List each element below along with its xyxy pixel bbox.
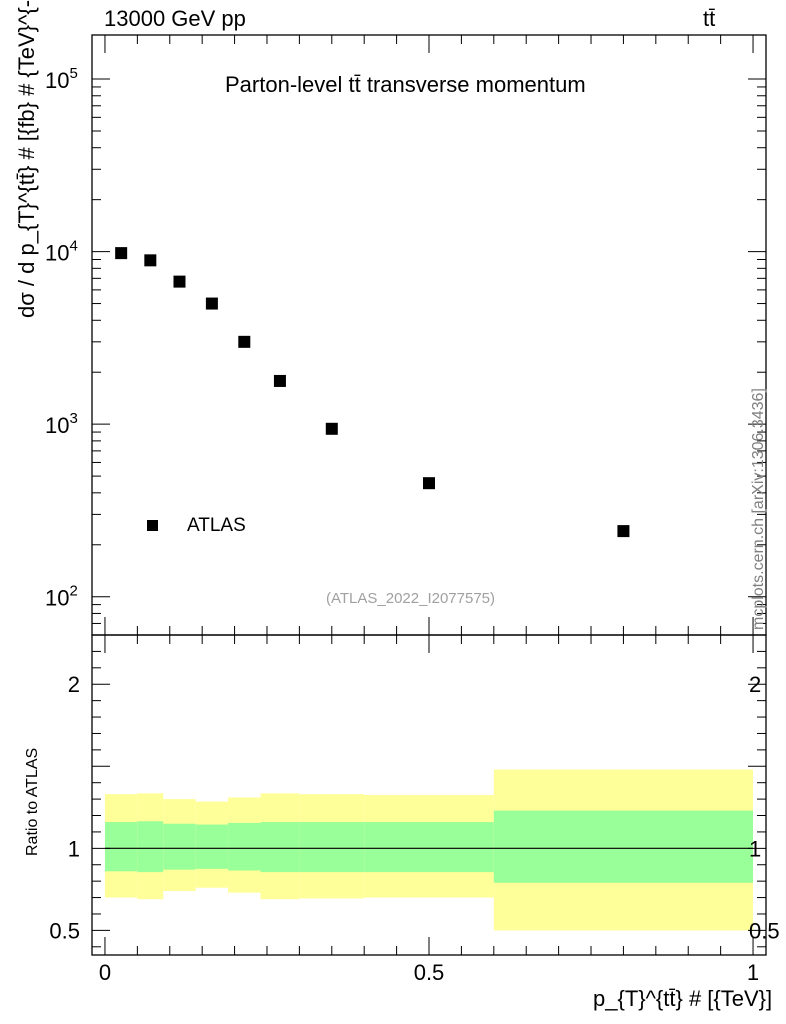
y-tick-label-ratio-right: 2 xyxy=(749,672,761,697)
y-tick-label-ratio-left: 2 xyxy=(68,672,80,697)
stat-uncertainty-band-8 xyxy=(493,810,754,883)
y-tick-label-main: 105 xyxy=(45,65,78,93)
energy-label: 13000 GeV pp xyxy=(104,6,246,31)
data-markers xyxy=(115,247,630,538)
data-point-1 xyxy=(144,254,157,267)
x-axis-label: p_{T}^{tt̄} # [{TeV}] xyxy=(593,986,773,1011)
y-tick-label-ratio-left: 0.5 xyxy=(49,918,80,943)
stat-uncertainty-band-2 xyxy=(163,823,196,870)
main-panel-frame xyxy=(91,34,767,636)
stat-uncertainty-band-7 xyxy=(364,822,494,873)
stat-uncertainty-band-3 xyxy=(195,824,229,869)
data-point-8 xyxy=(617,525,630,538)
y-tick-label-main: 103 xyxy=(45,410,78,438)
legend-marker xyxy=(147,520,158,531)
y-tick-label-main: 104 xyxy=(45,238,78,266)
side-credit: mcplots.cern.ch [arXiv:1306.3436] xyxy=(750,388,767,630)
process-label: tt̄ xyxy=(703,6,716,31)
data-point-3 xyxy=(205,297,218,310)
stat-uncertainty-band-1 xyxy=(137,821,164,873)
y-axis-label-main: dσ / d p_{T}^{tt̄} # [{fb} # {TeV}^{-1}] xyxy=(14,0,39,318)
y-axis-label-ratio: Ratio to ATLAS xyxy=(24,747,41,856)
watermark: (ATLAS_2022_I2077575) xyxy=(326,590,496,607)
y-tick-label-ratio-left: 1 xyxy=(68,836,80,861)
axis-ticks xyxy=(92,35,766,955)
x-tick-label: 1 xyxy=(747,960,759,985)
y-tick-label-ratio-right: 1 xyxy=(749,836,761,861)
main-title: Parton-level tt̄ transverse momentum xyxy=(225,72,586,97)
stat-uncertainty-band-5 xyxy=(260,822,300,873)
data-point-5 xyxy=(273,374,286,387)
data-point-6 xyxy=(325,422,338,435)
data-point-2 xyxy=(173,275,186,288)
data-point-7 xyxy=(423,477,435,490)
x-tick-label: 0 xyxy=(99,960,111,985)
legend-label: ATLAS xyxy=(187,515,246,536)
data-point-0 xyxy=(115,247,128,260)
y-tick-label-ratio-right: 0.5 xyxy=(749,918,780,943)
data-point-4 xyxy=(238,335,251,348)
stat-uncertainty-band-0 xyxy=(104,822,138,872)
stat-uncertainty-band-6 xyxy=(299,822,365,873)
ratio-bands xyxy=(104,769,754,931)
tick-labels: 102 103 104 105 0.5 0.5 1 1 2 2 0 0.5 1 xyxy=(45,65,780,985)
stat-uncertainty-band-4 xyxy=(228,822,261,871)
y-tick-label-main: 102 xyxy=(45,583,78,611)
x-tick-label: 0.5 xyxy=(414,960,445,985)
